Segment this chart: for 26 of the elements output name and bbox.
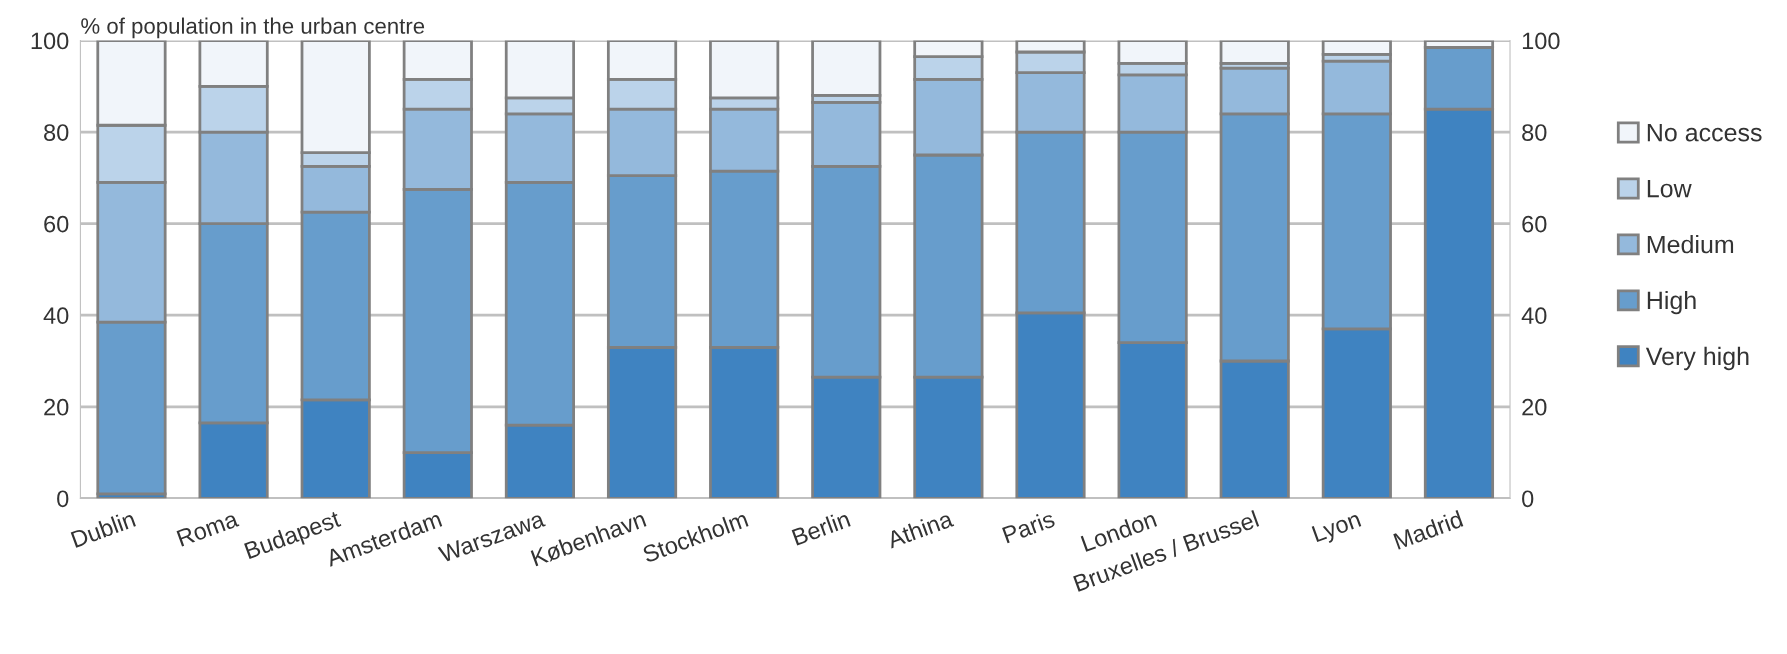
y2-tick-label: 60 — [1522, 215, 1547, 233]
bar — [1219, 40, 1290, 65]
legend-label: High — [1647, 290, 1696, 315]
x-tick-label: Paris — [1001, 509, 1056, 544]
x-tick-label: Lyon — [1311, 510, 1363, 547]
y2-tick-label: 0 — [1522, 490, 1534, 508]
y2-tick-label: 100 — [1522, 32, 1560, 50]
x-tick-label: Dublin — [70, 509, 136, 548]
y2-tick-label: 20 — [1522, 398, 1547, 416]
y-tick-label: 40 — [43, 307, 69, 325]
y-tick-label: 100 — [31, 32, 69, 50]
y-tick-label: 80 — [44, 124, 69, 141]
x-tick-label: Athina — [885, 509, 955, 549]
y-tick-label: 20 — [44, 398, 69, 416]
x-tick-label: Roma — [176, 510, 240, 547]
y-tick-label: 0 — [57, 490, 69, 508]
legend-label: Low — [1647, 179, 1692, 198]
x-tick-label: Berlin — [791, 509, 851, 546]
y-axis-title: % of population in the urban centre — [81, 17, 425, 39]
x-tick-label: Madrid — [1392, 509, 1464, 550]
y2-tick-label: 80 — [1522, 124, 1547, 141]
legend-label: Very high — [1645, 346, 1749, 371]
legend-label: No access — [1647, 124, 1762, 142]
legend-label: Medium — [1647, 234, 1734, 254]
y2-tick-label: 40 — [1521, 307, 1547, 325]
y-tick-label: 60 — [44, 215, 69, 233]
